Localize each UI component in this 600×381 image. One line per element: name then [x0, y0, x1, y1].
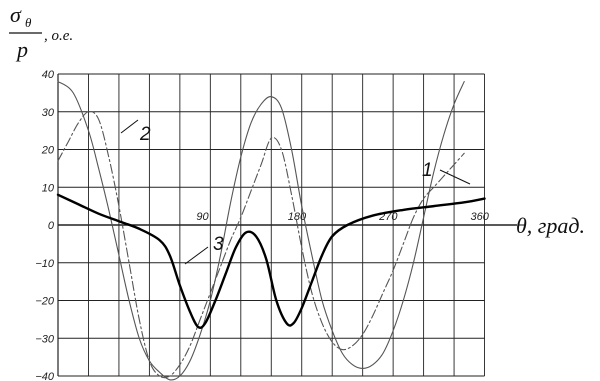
series-layer	[56, 81, 486, 381]
x-axis-title: θ, град.	[516, 213, 585, 238]
y-tick-label: 20	[41, 145, 55, 157]
x-tick-label: 360	[471, 211, 490, 223]
y-title-numerator: σ	[10, 2, 22, 27]
series-label-2: 2	[120, 119, 151, 145]
series-label-3: 3	[184, 234, 224, 265]
series-label-1: 1	[422, 160, 471, 185]
y-tick-label: −20	[35, 296, 55, 308]
svg-text:σ: σ	[10, 2, 22, 27]
y-tick-label: −40	[35, 371, 55, 381]
svg-text:3: 3	[213, 234, 224, 255]
y-tick-label: −30	[35, 333, 55, 345]
y-tick-label: 0	[48, 220, 55, 232]
y-axis-title: σ θ p , о.е.	[9, 2, 73, 62]
y-title-denominator: p	[15, 37, 28, 62]
x-tick-label: 180	[288, 211, 307, 223]
y-title-subscript: θ	[25, 15, 32, 30]
series-line-3	[56, 193, 486, 329]
y-title-unit: , о.е.	[44, 28, 73, 44]
y-tick-label: 10	[42, 182, 55, 194]
series-line-1	[57, 81, 465, 381]
y-tick-label: 30	[42, 107, 55, 119]
x-tick-label: 90	[196, 211, 209, 223]
y-tick-label: 40	[42, 69, 55, 81]
svg-text:2: 2	[139, 124, 151, 145]
y-tick-label: −10	[35, 258, 55, 270]
series-line-2	[57, 111, 465, 379]
svg-text:1: 1	[422, 160, 433, 181]
